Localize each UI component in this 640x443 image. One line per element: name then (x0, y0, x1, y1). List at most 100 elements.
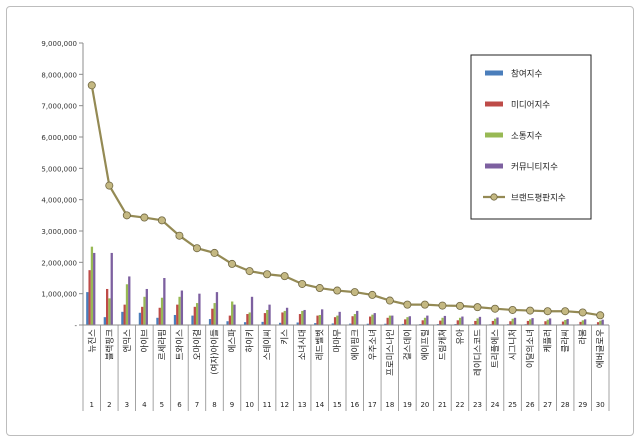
bar-2 (369, 316, 372, 325)
line-point (122, 211, 131, 220)
bar-2 (491, 320, 495, 325)
line-point (473, 303, 482, 312)
legend-marker (490, 193, 498, 201)
x-category-label: 마마무 (333, 329, 343, 353)
bar-4 (268, 304, 271, 325)
x-rank-label: 13 (298, 401, 307, 409)
bar-2 (263, 313, 267, 325)
y-tick-label: 2,000,000 (41, 259, 77, 267)
line-point (578, 308, 587, 317)
bar-3 (125, 284, 129, 325)
bar-1 (261, 321, 264, 325)
bar-2 (439, 320, 442, 325)
x-rank-label: 7 (195, 401, 199, 409)
x-category-label: 르세라핌 (157, 329, 168, 360)
y-tick-label: 9,000,000 (41, 40, 77, 48)
line-point (403, 300, 412, 309)
line-point (157, 216, 166, 225)
x-category-label: 아이브 (139, 329, 150, 353)
bar-2 (404, 319, 407, 325)
x-rank-label: 1 (90, 401, 94, 409)
y-tick-label: 8,000,000 (41, 71, 77, 79)
bar-3 (283, 310, 286, 325)
legend-label: 브랜드평판지수 (511, 193, 566, 204)
y-tick-label: - (74, 322, 77, 330)
bar-1 (208, 319, 212, 325)
x-rank-label: 3 (125, 401, 129, 409)
bar-3 (195, 303, 199, 325)
brand-reputation-chart: 9,000,000 8,000,000 7,000,000 6,000,000 5,00… (41, 40, 610, 411)
bar-1 (103, 317, 106, 325)
x-category-label: 케플러 (544, 329, 554, 352)
bar-1 (226, 321, 229, 325)
bar-2 (421, 320, 424, 325)
line-point (561, 307, 570, 316)
x-rank-label: 17 (368, 401, 377, 409)
bar-4 (513, 317, 517, 325)
x-rank-label: 20 (420, 401, 429, 409)
bar-2 (386, 317, 389, 325)
bar-1 (156, 317, 159, 325)
line-point (596, 311, 605, 320)
x-category-label: 에이핑크 (350, 329, 361, 360)
legend-label: 커뮤니티지수 (511, 162, 558, 173)
bar-3 (406, 317, 409, 325)
x-rank-label: 12 (280, 401, 289, 409)
bar-4 (180, 290, 184, 325)
x-rank-label: 24 (491, 401, 500, 409)
bar-2 (509, 321, 512, 325)
x-rank-label: 27 (543, 401, 552, 409)
y-tick-label: 7,000,000 (41, 103, 77, 111)
bar-1 (138, 312, 142, 325)
legend-label: 미디어지수 (511, 100, 550, 111)
legend-label: 참여지수 (511, 69, 542, 80)
x-rank-label: 10 (245, 401, 254, 409)
bar-3 (318, 314, 321, 325)
bar-1 (243, 322, 247, 325)
bar-1 (191, 315, 194, 325)
y-tick-label: 1,000,000 (41, 291, 77, 299)
x-category-label: 프로미스나인 (385, 329, 396, 376)
line-point (543, 307, 552, 316)
x-rank-label: 4 (142, 401, 147, 409)
bar-3 (143, 296, 146, 325)
bar-4 (356, 310, 359, 325)
line-point (508, 305, 517, 314)
bar-4 (338, 311, 341, 325)
bar-4 (93, 252, 96, 325)
bar-2 (456, 320, 459, 325)
bar-3 (231, 301, 234, 325)
x-rank-label: 19 (403, 401, 412, 409)
bar-2 (123, 304, 126, 325)
bar-1 (401, 323, 405, 325)
bar-2 (298, 314, 302, 325)
bar-3 (353, 314, 357, 325)
x-rank-label: 30 (596, 401, 605, 409)
bar-4 (163, 278, 166, 325)
bar-1 (86, 292, 89, 325)
line-point (87, 81, 96, 90)
bar-4 (285, 307, 289, 325)
bar-3 (301, 310, 304, 325)
legend-swatch (485, 132, 503, 138)
bar-2 (333, 317, 337, 325)
x-rank-label: 16 (350, 401, 359, 409)
bar-3 (458, 317, 462, 325)
bar-1 (349, 323, 352, 325)
chart-frame: 9,000,000 8,000,000 7,000,000 6,000,000 5,00… (6, 6, 634, 436)
bar-2 (596, 322, 600, 325)
x-category-label: 이달의소녀 (525, 329, 536, 368)
line-point (245, 267, 254, 276)
x-category-label: 키스 (281, 329, 291, 345)
legend-swatch (485, 163, 503, 169)
bar-3 (581, 320, 584, 325)
bar-2 (176, 304, 179, 325)
bar-4 (215, 292, 219, 325)
bar-3 (546, 319, 549, 325)
bar-3 (336, 315, 339, 325)
x-category-label: 에스파 (228, 329, 238, 353)
x-category-label: 에버글로우 (595, 329, 606, 368)
line-point (455, 301, 464, 310)
line-point (368, 290, 377, 299)
x-rank-label: 26 (526, 401, 535, 409)
